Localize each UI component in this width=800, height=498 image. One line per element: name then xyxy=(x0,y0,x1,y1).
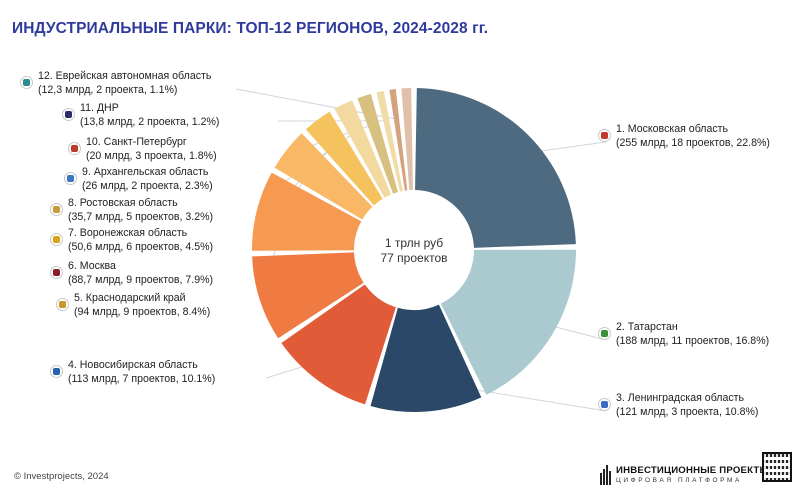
slice-rank-9[interactable] xyxy=(334,100,392,198)
slice-label-name: 11. ДНР xyxy=(80,102,119,114)
slice-label-10: 10. Санкт-Петербург (20 млрд, 3 проекта, … xyxy=(86,136,217,163)
donut-slices xyxy=(251,88,576,413)
slice-label-12: 12. Еврейская автономная область (12,3 мл… xyxy=(38,70,211,97)
slice-label-detail: (113 млрд, 7 проектов, 10.1%) xyxy=(68,372,216,385)
slice-rank-6[interactable] xyxy=(251,172,362,251)
slice-label-9: 9. Архангельская область (26 млрд, 2 прое… xyxy=(82,166,213,193)
slice-label-name: 8. Ростовская область xyxy=(68,197,178,209)
moscow-region-coat-of-arms-icon xyxy=(598,129,611,142)
slice-label-7: 7. Воронежская область (50,6 млрд, 6 прое… xyxy=(68,227,213,254)
dpr-coat-of-arms-icon xyxy=(62,108,75,121)
slice-label-name: 4. Новосибирская область xyxy=(68,359,198,371)
slice-label-name: 10. Санкт-Петербург xyxy=(86,136,187,148)
slice-label-name: 5. Краснодарский край xyxy=(74,292,186,304)
slice-label-name: 3. Ленинградская область xyxy=(616,392,745,404)
slice-label-5: 5. Краснодарский край (94 млрд, 9 проекто… xyxy=(74,292,210,319)
slice-label-6: 6. Москва (88,7 млрд, 9 проектов, 7.9%) xyxy=(68,260,213,287)
slice-label-name: 6. Москва xyxy=(68,260,116,272)
slice-rank-12[interactable] xyxy=(389,89,408,191)
slice-label-detail: (13,8 млрд, 2 проекта, 1.2%) xyxy=(80,115,220,128)
slice-label-1: 1. Московская область (255 млрд, 18 проек… xyxy=(616,123,770,150)
slice-rank-3[interactable] xyxy=(370,304,482,413)
slice-label-detail: (94 млрд, 9 проектов, 8.4%) xyxy=(74,305,211,318)
slice-label-name: 12. Еврейская автономная область xyxy=(38,70,212,82)
chart-title: ИНДУСТРИАЛЬНЫЕ ПАРКИ: ТОП-12 РЕГИОНОВ, 2… xyxy=(12,20,489,37)
slice-rank-10[interactable] xyxy=(357,93,399,194)
slice-label-3: 3. Ленинградская область (121 млрд, 3 про… xyxy=(616,392,758,419)
slice-label-detail: (188 млрд, 11 проектов, 16.8%) xyxy=(616,334,770,347)
center-project-count: 77 проектов xyxy=(380,251,448,265)
slice-label-4: 4. Новосибирская область (113 млрд, 7 про… xyxy=(68,359,215,386)
moscow-coat-of-arms-icon xyxy=(50,266,63,279)
slice-label-2: 2. Татарстан (188 млрд, 11 проектов, 16.8… xyxy=(616,321,769,348)
donut-center-label: 1 трлн руб 77 проектов xyxy=(339,236,489,266)
slice-label-detail: (35,7 млрд, 5 проектов, 3.2%) xyxy=(68,210,214,223)
slice-label-detail: (26 млрд, 2 проекта, 2.3%) xyxy=(82,179,213,192)
slice-label-detail: (88,7 млрд, 9 проектов, 7.9%) xyxy=(68,273,214,286)
slice-label-detail: (12,3 млрд, 2 проекта, 1.1%) xyxy=(38,83,178,96)
center-total-amount: 1 трлн руб xyxy=(384,236,444,250)
slice-label-name: 7. Воронежская область xyxy=(68,227,188,239)
saint-petersburg-coat-of-arms-icon xyxy=(68,142,81,155)
voronezh-region-coat-of-arms-icon xyxy=(50,233,63,246)
slice-rank-7[interactable] xyxy=(274,133,373,220)
slice-label-name: 1. Московская область xyxy=(616,123,729,135)
jewish-autonomous-region-coat-of-arms-icon xyxy=(20,76,33,89)
brand-name: ИНВЕСТИЦИОННЫЕ ПРОЕКТЫ xyxy=(616,465,770,476)
slice-label-detail: (20 млрд, 3 проекта, 1.8%) xyxy=(86,149,217,162)
arkhangelsk-region-coat-of-arms-icon xyxy=(64,172,77,185)
slice-rank-8[interactable] xyxy=(305,111,383,206)
slice-label-detail: (50,6 млрд, 6 проектов, 4.5%) xyxy=(68,240,214,253)
slice-rank-5[interactable] xyxy=(252,252,364,339)
tatarstan-coat-of-arms-icon xyxy=(598,327,611,340)
copyright-text: © Investprojects, 2024 xyxy=(14,471,109,482)
slice-label-11: 11. ДНР (13,8 млрд, 2 проекта, 1.2%) xyxy=(80,102,219,129)
leningrad-region-coat-of-arms-icon xyxy=(598,398,611,411)
rostov-region-coat-of-arms-icon xyxy=(50,203,63,216)
qr-code-icon[interactable] xyxy=(762,452,792,482)
novosibirsk-region-coat-of-arms-icon xyxy=(50,365,63,378)
brand-logo: ИНВЕСТИЦИОННЫЕ ПРОЕКТЫ ЦИФРОВАЯ ПЛАТФОРМ… xyxy=(600,464,769,488)
slice-label-detail: (255 млрд, 18 проектов, 22.8%) xyxy=(616,136,770,149)
brand-mark-icon xyxy=(600,465,612,485)
slice-rank-4[interactable] xyxy=(281,284,396,405)
slice-rank-1[interactable] xyxy=(415,88,576,248)
slice-other[interactable] xyxy=(401,88,413,191)
slice-label-name: 9. Архангельская область xyxy=(82,166,209,178)
krasnodar-krai-coat-of-arms-icon xyxy=(56,298,69,311)
brand-subtitle: ЦИФРОВАЯ ПЛАТФОРМА xyxy=(616,477,742,484)
slice-rank-2[interactable] xyxy=(440,249,576,395)
slice-label-detail: (121 млрд, 3 проекта, 10.8%) xyxy=(616,405,759,418)
slice-label-name: 2. Татарстан xyxy=(616,321,678,333)
slice-label-8: 8. Ростовская область (35,7 млрд, 5 проек… xyxy=(68,197,213,224)
slice-rank-11[interactable] xyxy=(376,90,403,192)
